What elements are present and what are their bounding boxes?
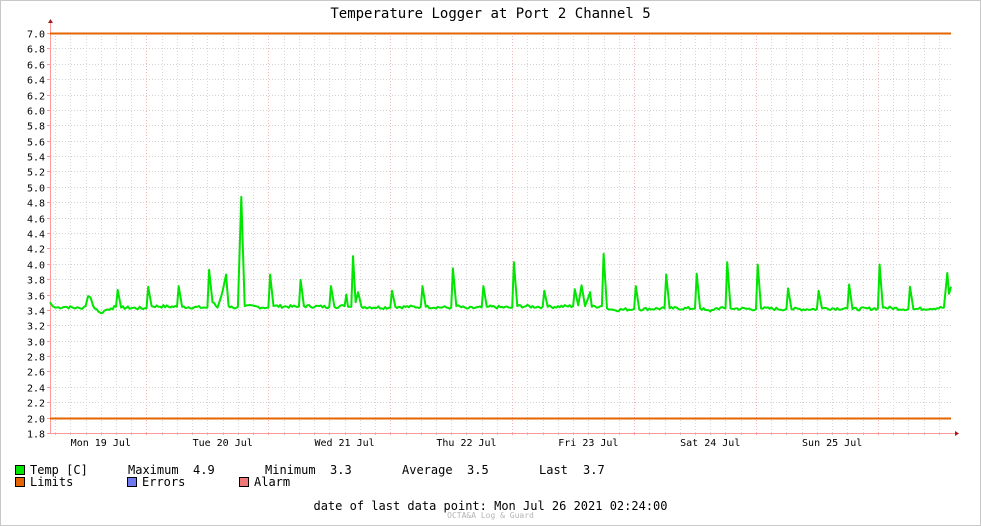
y-tick-label: 4.4 bbox=[27, 230, 45, 241]
x-day-label: Tue 20 Jul bbox=[193, 438, 253, 449]
y-tick-label: 6.4 bbox=[27, 76, 45, 87]
y-tick-label: 4.2 bbox=[27, 245, 45, 256]
y-tick-label: 3.6 bbox=[27, 292, 45, 303]
y-tick-label: 5.2 bbox=[27, 168, 45, 179]
y-tick-label: 2.4 bbox=[27, 384, 45, 395]
alarm-legend-label: Alarm bbox=[254, 475, 291, 489]
alarm-legend-swatch bbox=[239, 477, 249, 487]
y-tick-label: 6.8 bbox=[27, 45, 45, 56]
y-tick-label: 3.8 bbox=[27, 276, 45, 287]
y-tick-label: 6.6 bbox=[27, 61, 45, 72]
avg-value: 3.5 bbox=[467, 463, 489, 477]
y-tick-label: 2.8 bbox=[27, 353, 45, 364]
x-day-label: Sat 24 Jul bbox=[680, 438, 740, 449]
y-tick-label: 3.0 bbox=[27, 338, 45, 349]
temp-legend-label: Temp [C] bbox=[30, 463, 88, 477]
y-tick-label: 2.6 bbox=[27, 368, 45, 379]
y-axis-arrow bbox=[48, 19, 53, 23]
y-tick-label: 5.4 bbox=[27, 153, 45, 164]
y-tick-label: 4.8 bbox=[27, 199, 45, 210]
y-tick-label: 2.0 bbox=[27, 415, 45, 426]
temp-legend-swatch bbox=[15, 465, 25, 475]
y-tick-label: 1.8 bbox=[27, 430, 45, 441]
y-tick-label: 3.2 bbox=[27, 322, 45, 333]
errors-legend-swatch bbox=[127, 477, 137, 487]
last-data-point-label: date of last data point: bbox=[313, 499, 487, 513]
x-day-label: Sun 25 Jul bbox=[802, 438, 862, 449]
y-tick-label: 5.0 bbox=[27, 184, 45, 195]
last-label: Last bbox=[539, 463, 568, 477]
max-value: 4.9 bbox=[193, 463, 215, 477]
x-day-label: Wed 21 Jul bbox=[314, 438, 374, 449]
last-data-point: date of last data point: Mon Jul 26 2021… bbox=[0, 499, 981, 513]
limits-legend-label: Limits bbox=[30, 475, 74, 489]
y-tick-label: 5.8 bbox=[27, 122, 45, 133]
y-tick-label: 5.6 bbox=[27, 138, 45, 149]
x-day-label: Fri 23 Jul bbox=[558, 438, 618, 449]
y-tick-label: 6.0 bbox=[27, 107, 45, 118]
x-axis-arrow bbox=[955, 431, 959, 436]
y-tick-label: 2.2 bbox=[27, 399, 45, 410]
x-day-label: Mon 19 Jul bbox=[71, 438, 131, 449]
min-label: Minimum bbox=[265, 463, 316, 477]
watermark: OCTA&A Log & Guard bbox=[447, 511, 534, 520]
y-tick-label: 3.4 bbox=[27, 307, 45, 318]
last-value: 3.7 bbox=[583, 463, 605, 477]
y-tick-label: 7.0 bbox=[27, 30, 45, 41]
y-tick-label: 4.6 bbox=[27, 215, 45, 226]
y-tick-label: 4.0 bbox=[27, 261, 45, 272]
limits-legend-swatch bbox=[15, 477, 25, 487]
chart-title: Temperature Logger at Port 2 Channel 5 bbox=[330, 6, 651, 22]
errors-legend-label: Errors bbox=[142, 475, 186, 489]
max-label: Maximum bbox=[128, 463, 179, 477]
temp-series-line bbox=[49, 195, 952, 314]
y-tick-label: 6.2 bbox=[27, 92, 45, 103]
avg-label: Average bbox=[402, 463, 453, 477]
min-value: 3.3 bbox=[330, 463, 352, 477]
x-day-label: Thu 22 Jul bbox=[436, 438, 496, 449]
last-data-point-value: Mon Jul 26 2021 02:24:00 bbox=[494, 499, 668, 513]
